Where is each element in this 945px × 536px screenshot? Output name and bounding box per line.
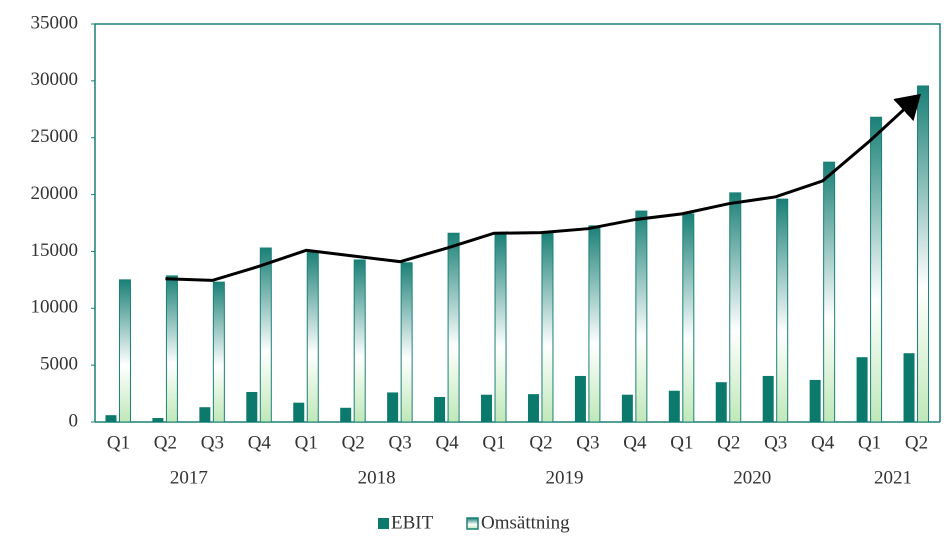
bar <box>776 198 789 423</box>
y-tick-label: 0 <box>69 410 79 431</box>
year-label: 2017 <box>170 467 208 488</box>
legend-swatch <box>466 517 479 530</box>
x-tick-label: Q4 <box>435 432 459 453</box>
bar <box>621 394 633 422</box>
bar <box>809 379 821 422</box>
bar <box>481 394 493 422</box>
bar <box>527 394 539 422</box>
legend-label: EBIT <box>391 512 434 533</box>
bar <box>715 382 727 422</box>
y-tick-label: 5000 <box>40 354 78 375</box>
y-tick-label: 10000 <box>31 297 79 318</box>
bar <box>353 259 366 423</box>
bar <box>434 396 446 422</box>
bar <box>118 279 131 423</box>
year-label: 2021 <box>874 467 912 488</box>
bar <box>494 233 507 423</box>
x-tick-label: Q4 <box>248 432 272 453</box>
year-label: 2018 <box>358 467 396 488</box>
bar <box>400 262 413 423</box>
bar <box>574 375 586 422</box>
bar <box>635 210 648 423</box>
legend-swatch <box>378 518 389 529</box>
y-tick-label: 35000 <box>31 12 79 33</box>
plot-frame <box>94 23 941 422</box>
x-tick-label: Q2 <box>342 432 365 453</box>
y-tick-label: 20000 <box>31 183 79 204</box>
x-tick-label: Q2 <box>529 432 552 453</box>
year-label: 2020 <box>733 467 771 488</box>
x-tick-label: Q1 <box>858 432 881 453</box>
x-tick-label: Q2 <box>905 432 928 453</box>
x-tick-label: Q3 <box>576 432 599 453</box>
bar <box>541 231 554 423</box>
x-tick-label: Q1 <box>295 432 318 453</box>
bar <box>823 161 836 423</box>
x-tick-label: Q3 <box>764 432 787 453</box>
x-tick-label: Q1 <box>670 432 693 453</box>
x-tick-label: Q2 <box>717 432 740 453</box>
bar <box>682 213 695 423</box>
bar <box>387 392 399 422</box>
x-tick-label: Q4 <box>811 432 835 453</box>
trend-line <box>165 93 921 282</box>
bar <box>917 85 930 423</box>
bar <box>152 418 164 422</box>
legend-label: Omsättning <box>481 512 570 533</box>
bar <box>105 415 117 422</box>
bar <box>306 250 319 423</box>
bar <box>856 357 868 422</box>
bar <box>447 232 460 423</box>
y-tick-label: 25000 <box>31 126 79 147</box>
bar <box>246 391 258 422</box>
y-tick-label: 30000 <box>31 69 79 90</box>
x-tick-label: Q1 <box>482 432 505 453</box>
bar <box>212 281 225 423</box>
bar <box>668 390 680 422</box>
bar <box>903 353 915 422</box>
year-label: 2019 <box>545 467 583 488</box>
bar <box>259 247 272 423</box>
y-tick-label: 15000 <box>31 240 79 261</box>
bar <box>293 402 305 422</box>
x-tick-label: Q3 <box>201 432 224 453</box>
bar <box>588 225 601 423</box>
x-tick-label: Q1 <box>107 432 130 453</box>
bar <box>165 275 178 423</box>
bar <box>870 116 883 423</box>
bar <box>729 192 742 423</box>
bar <box>340 407 352 422</box>
x-tick-label: Q3 <box>389 432 412 453</box>
bar <box>762 375 774 422</box>
bar <box>199 407 211 422</box>
x-tick-label: Q4 <box>623 432 647 453</box>
x-tick-label: Q2 <box>154 432 177 453</box>
